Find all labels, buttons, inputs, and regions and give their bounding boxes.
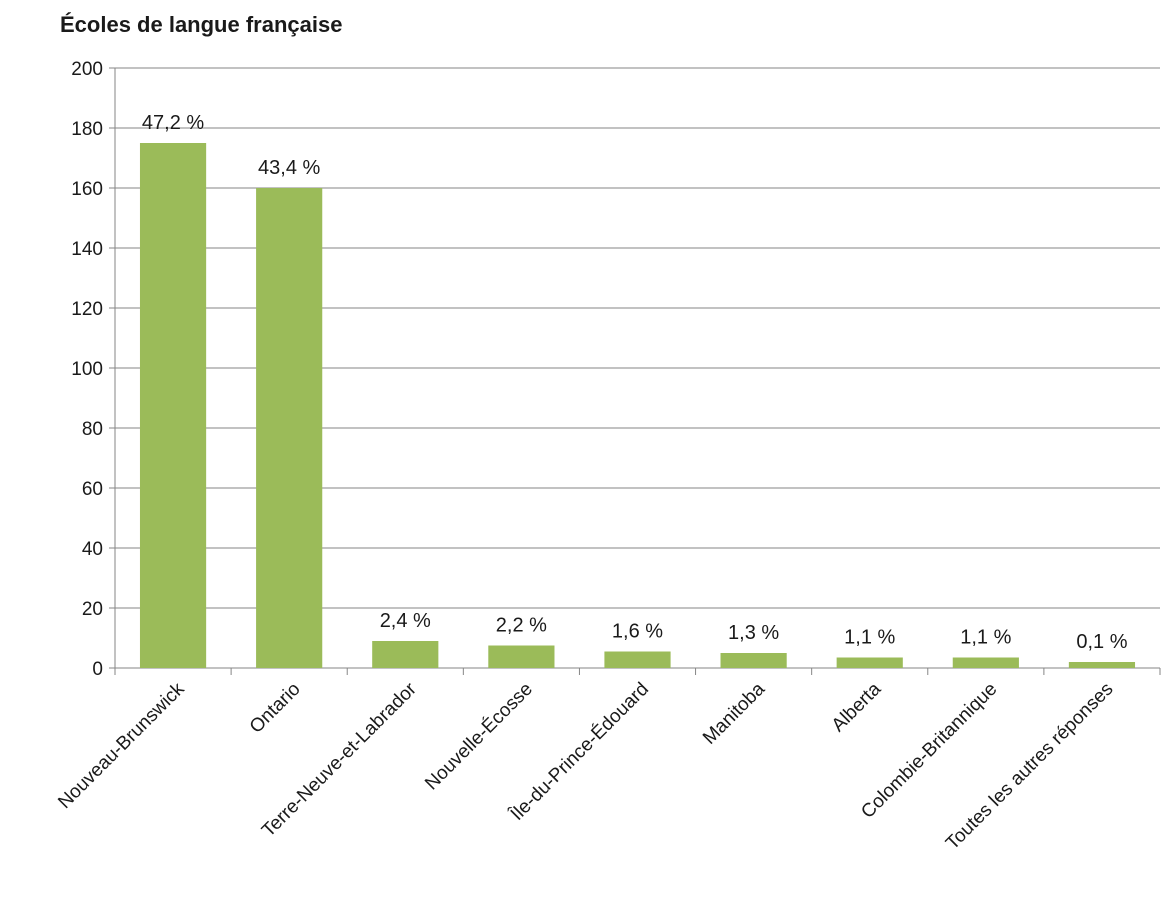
y-tick-label: 80	[82, 419, 103, 440]
x-tick-label: Manitoba	[699, 678, 769, 748]
bar	[604, 651, 671, 668]
x-tick-label: Alberta	[828, 678, 886, 736]
y-tick-label: 180	[71, 119, 103, 140]
y-tick-label: 200	[71, 59, 103, 80]
data-label: 43,4 %	[258, 157, 320, 179]
bar	[139, 143, 207, 668]
data-label: 0,1 %	[1076, 631, 1127, 653]
bar	[952, 657, 1019, 668]
y-tick-label: 20	[82, 599, 103, 620]
data-label: 1,3 %	[728, 622, 779, 644]
bar	[1068, 662, 1136, 668]
data-label: 1,1 %	[844, 627, 895, 649]
bar	[836, 657, 903, 668]
data-label: 47,2 %	[142, 112, 204, 134]
y-tick-label: 40	[82, 539, 103, 560]
x-tick-label: Nouvelle-Écosse	[421, 679, 537, 795]
bar	[720, 653, 787, 668]
chart-title: Écoles de langue française	[60, 12, 343, 37]
data-label: 2,4 %	[380, 610, 431, 632]
y-tick-label: 60	[82, 479, 103, 500]
bar	[256, 188, 323, 668]
bar	[372, 641, 439, 668]
x-tick-label: Nouveau-Brunswick	[54, 678, 189, 813]
data-label: 1,6 %	[612, 621, 663, 643]
data-label: 1,1 %	[960, 627, 1011, 649]
y-tick-label: 0	[92, 659, 103, 680]
data-label: 2,2 %	[496, 615, 547, 637]
x-tick-label: Ontario	[246, 679, 305, 738]
y-tick-label: 140	[71, 239, 103, 260]
y-tick-label: 160	[71, 179, 103, 200]
bar	[488, 645, 555, 668]
y-tick-label: 120	[71, 299, 103, 320]
y-tick-label: 100	[71, 359, 103, 380]
